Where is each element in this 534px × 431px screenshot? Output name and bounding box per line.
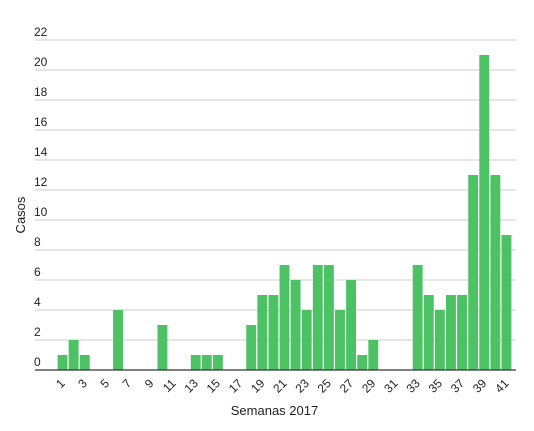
x-axis-title: Semanas 2017 <box>231 403 318 418</box>
bar <box>312 265 323 370</box>
bar <box>434 310 445 370</box>
bar <box>412 265 423 370</box>
bar <box>357 355 368 370</box>
y-axis-ticks: 0 2 4 6 8 10 12 14 16 18 20 22 <box>34 25 48 369</box>
x-tick-label: 41 <box>492 376 512 396</box>
y-tick-label: 14 <box>34 145 48 159</box>
bar <box>446 295 456 370</box>
bar <box>346 280 357 370</box>
y-tick-label: 16 <box>34 115 48 129</box>
x-tick-label: 13 <box>181 376 201 396</box>
bar <box>468 175 479 370</box>
x-tick-label: 39 <box>470 376 490 396</box>
bar <box>323 265 334 370</box>
bar <box>201 355 212 370</box>
bars <box>57 55 512 370</box>
y-tick-label: 4 <box>34 295 41 309</box>
bar <box>79 355 90 370</box>
x-tick-label: 15 <box>204 376 224 396</box>
y-axis-title: Casos <box>13 196 28 233</box>
bar <box>57 355 68 370</box>
bar <box>501 235 512 370</box>
bar <box>157 325 168 370</box>
y-tick-label: 8 <box>34 235 41 249</box>
x-tick-label: 31 <box>381 376 401 396</box>
y-tick-label: 20 <box>34 55 48 69</box>
bar <box>279 265 290 370</box>
x-tick-label: 21 <box>270 376 290 396</box>
x-tick-label: 29 <box>359 376 379 396</box>
bar <box>190 355 201 370</box>
x-tick-label: 33 <box>403 376 423 396</box>
y-tick-label: 2 <box>34 325 41 339</box>
x-tick-label: 17 <box>226 376 246 396</box>
y-tick-label: 12 <box>34 175 48 189</box>
bar <box>68 340 79 370</box>
bar <box>368 340 379 370</box>
x-tick-label: 9 <box>142 376 157 391</box>
bar <box>290 280 301 370</box>
bar <box>301 310 312 370</box>
x-tick-label: 1 <box>53 376 68 391</box>
x-tick-label: 27 <box>337 376 357 396</box>
x-tick-label: 7 <box>120 376 135 391</box>
x-tick-label: 25 <box>315 376 335 396</box>
x-tick-label: 23 <box>292 376 312 396</box>
x-tick-label: 5 <box>97 376 112 391</box>
x-tick-label: 37 <box>448 376 468 396</box>
bar <box>479 55 490 370</box>
bar <box>257 295 268 370</box>
bar <box>246 325 257 370</box>
y-tick-label: 6 <box>34 265 41 279</box>
bar <box>113 310 123 370</box>
x-tick-label: 11 <box>160 376 179 395</box>
bar <box>268 295 279 370</box>
y-tick-label: 22 <box>34 25 48 39</box>
x-axis-ticks: 1 3 5 7 9 11 13 15 17 19 21 23 25 27 29 31 33 35 37 39 41 <box>53 376 512 396</box>
y-tick-label: 10 <box>34 205 48 219</box>
bar <box>423 295 434 370</box>
x-tick-label: 3 <box>75 376 90 391</box>
bar <box>212 355 223 370</box>
y-tick-label: 0 <box>34 355 41 369</box>
bar <box>490 175 501 370</box>
y-tick-label: 18 <box>34 85 48 99</box>
x-tick-label: 35 <box>426 376 446 396</box>
bar <box>457 295 468 370</box>
x-tick-label: 19 <box>248 376 268 396</box>
bar <box>335 310 345 370</box>
